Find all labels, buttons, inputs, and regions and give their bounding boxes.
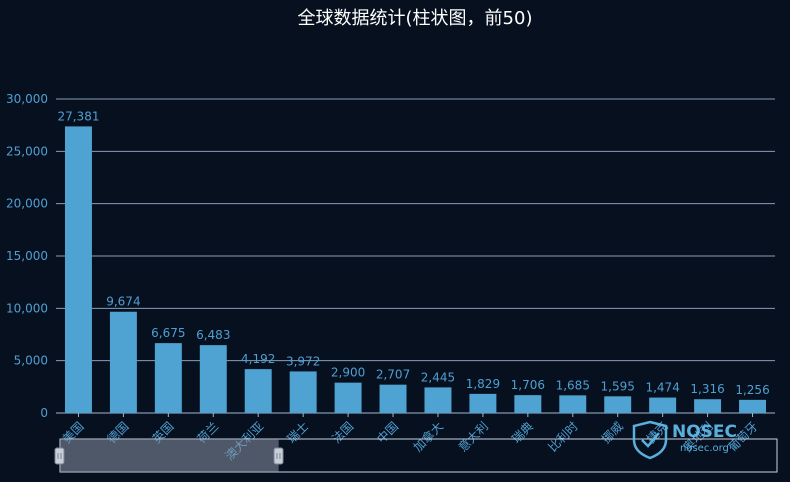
data-zoom-slider[interactable] bbox=[54, 438, 778, 473]
y-tick-label: 30,000 bbox=[6, 92, 48, 106]
bar[interactable] bbox=[694, 399, 722, 413]
bar[interactable] bbox=[199, 345, 227, 413]
bar[interactable] bbox=[244, 369, 272, 413]
bar[interactable] bbox=[559, 395, 587, 413]
bar[interactable] bbox=[604, 396, 632, 413]
bar[interactable] bbox=[109, 311, 137, 413]
watermark-brand: NOSEC bbox=[672, 422, 737, 442]
bar[interactable] bbox=[469, 393, 497, 413]
data-label: 3,972 bbox=[286, 354, 320, 368]
y-tick-label: 15,000 bbox=[6, 249, 48, 263]
bars bbox=[64, 126, 767, 413]
data-label: 27,381 bbox=[57, 109, 99, 123]
data-label: 1,316 bbox=[690, 382, 724, 396]
data-label: 1,706 bbox=[511, 378, 545, 392]
zoom-handle-left[interactable] bbox=[54, 447, 65, 465]
data-label: 1,685 bbox=[556, 378, 590, 392]
data-label: 6,483 bbox=[196, 328, 230, 342]
x-tick-label: 法国 bbox=[329, 419, 356, 446]
x-tick-label: 中国 bbox=[374, 419, 402, 447]
shield-icon bbox=[632, 420, 668, 460]
data-label: 4,192 bbox=[241, 352, 275, 366]
data-label: 1,829 bbox=[466, 377, 500, 391]
data-label: 6,675 bbox=[151, 326, 185, 340]
y-tick-label: 5,000 bbox=[14, 354, 48, 368]
x-tick-label: 加拿大 bbox=[410, 419, 446, 455]
x-tick-label: 意大利 bbox=[455, 419, 491, 455]
bar[interactable] bbox=[424, 387, 452, 413]
x-tick-label: 瑞典 bbox=[509, 419, 536, 446]
data-label: 2,707 bbox=[376, 368, 410, 382]
data-label: 9,674 bbox=[106, 295, 140, 309]
data-labels: 27,381 9,674 6,675 6,483 4,192 3,972 2,900 2,70… bbox=[57, 109, 769, 396]
data-label: 2,900 bbox=[331, 366, 365, 380]
zoom-handle-right[interactable] bbox=[273, 447, 284, 465]
bar[interactable] bbox=[514, 395, 542, 413]
x-tick-label: 比利时 bbox=[546, 419, 581, 454]
bar[interactable] bbox=[154, 343, 182, 413]
watermark-domain: nosec.org bbox=[680, 443, 729, 454]
data-label: 1,256 bbox=[735, 383, 769, 397]
chart-title: 全球数据统计(柱状图，前50) bbox=[298, 8, 533, 29]
watermark-logo: NOSEC nosec.org bbox=[632, 420, 737, 460]
bar[interactable] bbox=[739, 399, 767, 413]
data-label: 2,445 bbox=[421, 370, 455, 384]
data-label: 1,474 bbox=[645, 381, 679, 395]
bar[interactable] bbox=[379, 384, 407, 413]
y-tick-label: 20,000 bbox=[6, 197, 48, 211]
x-tick-label: 瑞士 bbox=[284, 419, 311, 446]
y-tick-label: 10,000 bbox=[6, 301, 48, 315]
y-tick-labels: 0 5,000 10,000 15,000 20,000 25,000 30,000 bbox=[6, 92, 48, 420]
bar[interactable] bbox=[64, 126, 92, 413]
bar[interactable] bbox=[289, 371, 317, 413]
x-tick-label: 挪威 bbox=[599, 419, 626, 446]
y-tick-label: 25,000 bbox=[6, 144, 48, 158]
y-tick-label: 0 bbox=[40, 406, 48, 420]
bar[interactable] bbox=[334, 382, 362, 413]
data-label: 1,595 bbox=[601, 379, 635, 393]
data-zoom-window[interactable] bbox=[60, 439, 279, 472]
bar[interactable] bbox=[649, 397, 677, 413]
